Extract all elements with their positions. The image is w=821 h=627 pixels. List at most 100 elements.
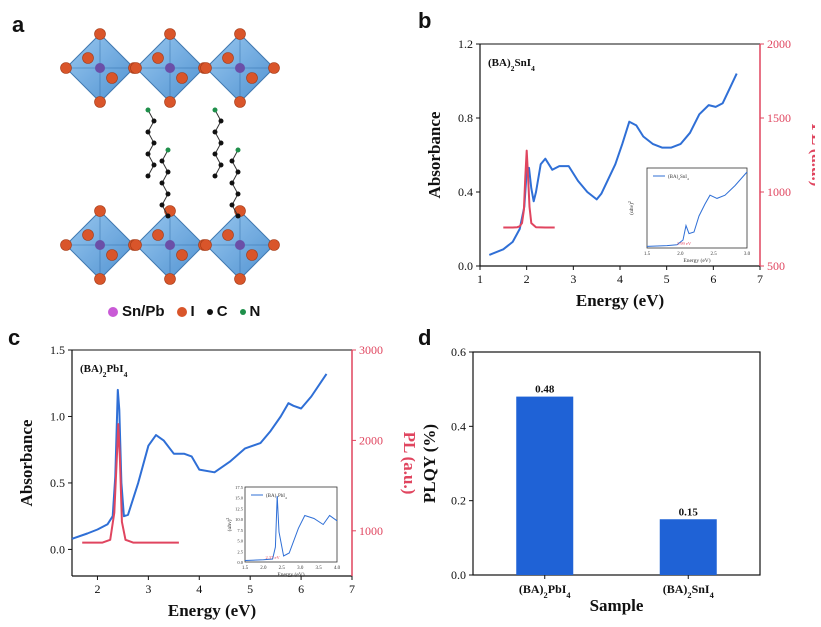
inset-x-tick-label: 2.5 bbox=[279, 566, 286, 571]
inset-tauc-curve bbox=[646, 171, 748, 247]
y-tick-label: 0.0 bbox=[458, 259, 473, 273]
y2-tick-label: 1000 bbox=[359, 524, 383, 538]
y-axis-label: Absorbance bbox=[17, 419, 36, 506]
inset-y-tick-label: 0.0 bbox=[237, 560, 243, 565]
n-marker bbox=[239, 308, 246, 315]
panel-label-d: d bbox=[418, 325, 432, 350]
carbon-atom bbox=[159, 158, 165, 164]
x-tick-label: 7 bbox=[757, 272, 763, 286]
carbon-atom bbox=[229, 202, 235, 208]
inset-y-axis-label: (αhν)2 bbox=[628, 201, 635, 215]
iodine-atom bbox=[164, 28, 176, 40]
y-tick-label: 0.0 bbox=[50, 542, 65, 556]
structure-legend: Sn/Pb I C N bbox=[100, 303, 260, 320]
inset-y-axis-label: (αhν)2 bbox=[226, 518, 233, 532]
carbon-atom bbox=[235, 169, 241, 175]
x-axis-label: Energy (eV) bbox=[168, 601, 256, 620]
x-tick-label: (BA)2SnI4 bbox=[663, 582, 715, 600]
iodine-atom bbox=[106, 249, 118, 261]
chart-title: (BA)2PbI4 bbox=[80, 363, 128, 379]
carbon-atom bbox=[145, 151, 151, 157]
iodine-atom bbox=[200, 62, 212, 74]
nitrogen-atom bbox=[212, 107, 218, 113]
carbon-atom bbox=[218, 162, 224, 168]
iodine-atom bbox=[82, 52, 94, 64]
inset-x-tick-label: 3.0 bbox=[297, 566, 304, 571]
x-axis-label: Energy (eV) bbox=[576, 291, 664, 310]
iodine-atom bbox=[94, 205, 106, 217]
iodine-atom bbox=[94, 273, 106, 285]
organic-chains bbox=[145, 107, 241, 219]
panel-label-a: a bbox=[12, 12, 25, 37]
y2-tick-label: 1000 bbox=[767, 185, 791, 199]
carbon-atom bbox=[151, 118, 157, 124]
x-tick-label: 2 bbox=[524, 272, 530, 286]
y-tick-label: 0.5 bbox=[50, 476, 65, 490]
carbon-atom bbox=[151, 162, 157, 168]
iodine-atom bbox=[106, 72, 118, 84]
inset-x-tick-label: 2.0 bbox=[677, 252, 684, 257]
y2-tick-label: 3000 bbox=[359, 343, 383, 357]
metal-atom bbox=[235, 240, 245, 250]
y-tick-label: 0.6 bbox=[451, 345, 466, 359]
x-tick-label: 3 bbox=[570, 272, 576, 286]
nitrogen-atom bbox=[165, 147, 171, 153]
iodine-atom bbox=[130, 239, 142, 251]
iodine-atom bbox=[234, 28, 246, 40]
pl-series-line bbox=[503, 149, 555, 229]
x-tick-label: 6 bbox=[298, 582, 304, 596]
y-tick-label: 0.2 bbox=[451, 494, 466, 508]
carbon-atom bbox=[212, 173, 218, 179]
inset-tauc-curve bbox=[244, 495, 338, 561]
carbon-atom bbox=[212, 151, 218, 157]
legend-sn-pb: Sn/Pb bbox=[122, 303, 165, 320]
y-tick-label: 1.5 bbox=[50, 343, 65, 357]
x-tick-label: 4 bbox=[617, 272, 623, 286]
pl-series-line bbox=[82, 423, 179, 544]
bar bbox=[516, 396, 574, 575]
nitrogen-atom bbox=[235, 147, 241, 153]
iodine-atom bbox=[200, 239, 212, 251]
carbon-atom bbox=[218, 140, 224, 146]
chart-c-pbi4-absorbance-pl: 2 3 4 5 6 7 0.0 0.5 1.0 1.5 1000 2000 3000 Energy (eV… bbox=[17, 343, 415, 620]
bar-value-label: 0.48 bbox=[535, 384, 555, 396]
metal-atom bbox=[95, 63, 105, 73]
inset-x-tick-label: 4.0 bbox=[334, 566, 341, 571]
inset-x-axis-label: Energy (eV) bbox=[683, 257, 710, 264]
iodine-atom bbox=[176, 72, 188, 84]
legend-i: I bbox=[190, 303, 195, 320]
iodine-atom bbox=[234, 96, 246, 108]
iodine-atom bbox=[152, 52, 164, 64]
carbon-atom bbox=[229, 158, 235, 164]
iodine-atom bbox=[130, 62, 142, 74]
x-tick-label: 6 bbox=[710, 272, 716, 286]
top-octahedra-layer bbox=[60, 28, 280, 108]
carbon-atom bbox=[218, 118, 224, 124]
c-marker bbox=[206, 308, 213, 315]
inset-x-tick-label: 2.5 bbox=[711, 252, 718, 257]
sn-pb-marker bbox=[108, 306, 118, 317]
chart-title: (BA)2SnI4 bbox=[488, 57, 535, 73]
y2-tick-label: 2000 bbox=[767, 37, 791, 51]
y-tick-label: 1.2 bbox=[458, 37, 473, 51]
y-tick-label: 0.4 bbox=[458, 185, 473, 199]
iodine-atom bbox=[60, 62, 72, 74]
inset-x-tick-label: 3.5 bbox=[315, 566, 322, 571]
carbon-atom bbox=[151, 140, 157, 146]
carbon-atom bbox=[165, 213, 171, 219]
inset-y-tick-label: 17.5 bbox=[235, 485, 244, 490]
y-tick-label: 0.4 bbox=[451, 419, 466, 433]
bar-value-label: 0.15 bbox=[679, 506, 699, 518]
inset-y-tick-label: 7.5 bbox=[237, 528, 243, 533]
inset-x-tick-label: 3.0 bbox=[744, 252, 751, 257]
iodine-atom bbox=[268, 62, 280, 74]
y2-tick-label: 1500 bbox=[767, 111, 791, 125]
iodine-atom bbox=[164, 96, 176, 108]
inset-legend-label: (BA)2SnI4 bbox=[668, 175, 689, 181]
y-tick-label: 0.8 bbox=[458, 111, 473, 125]
x-tick-label: 4 bbox=[196, 582, 202, 596]
inset-x-tick-label: 1.5 bbox=[242, 566, 249, 571]
carbon-atom bbox=[159, 180, 165, 186]
inset-x-tick-label: 2.0 bbox=[260, 566, 267, 571]
panel-label-c: c bbox=[8, 325, 21, 350]
